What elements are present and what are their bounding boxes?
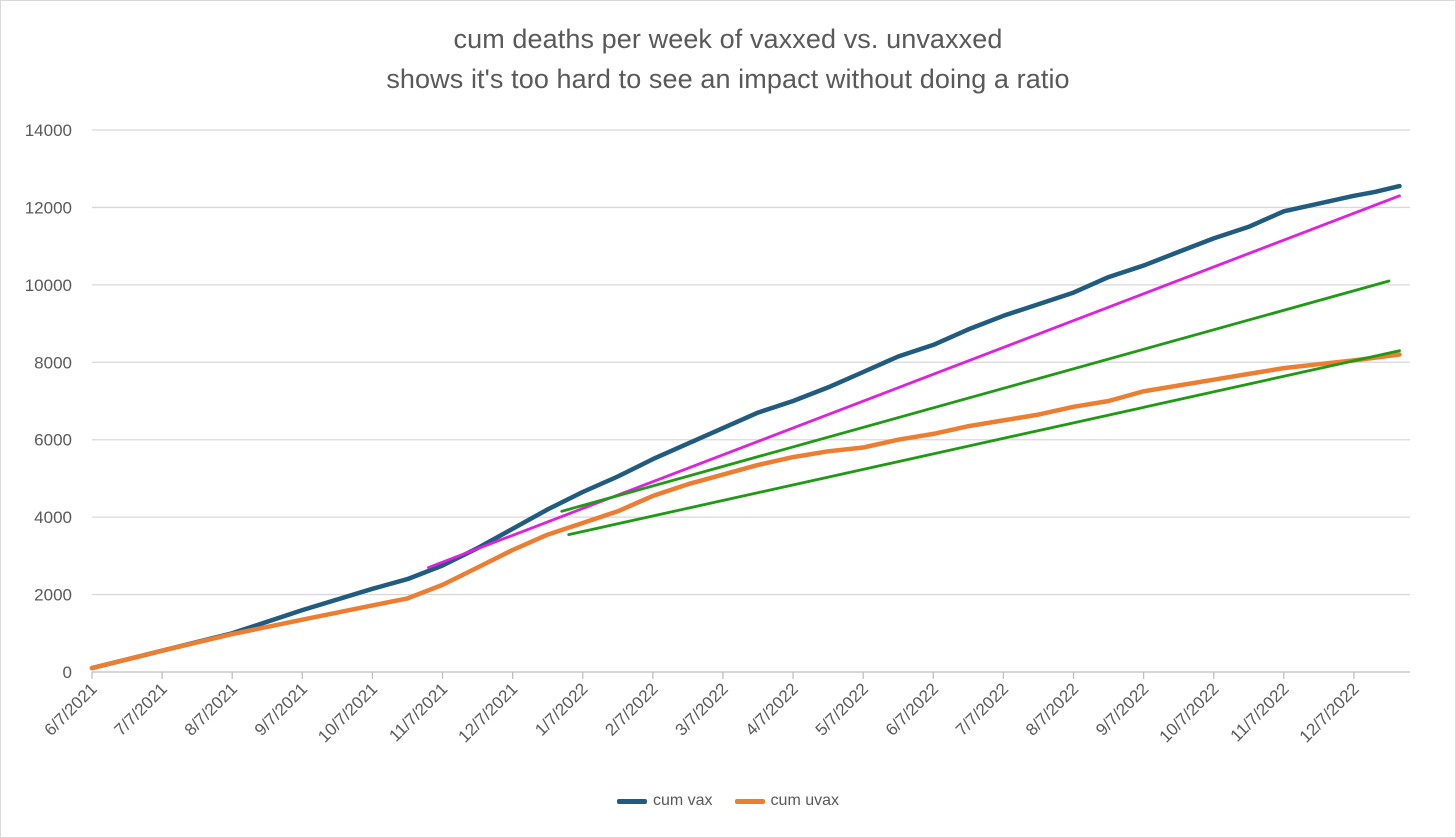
x-tick-label: 2/7/2022 — [601, 679, 661, 739]
y-tick-label: 8000 — [34, 353, 72, 372]
trend-green-lower — [567, 349, 1401, 536]
x-tick-label: 11/7/2021 — [385, 679, 451, 745]
y-tick-label: 2000 — [34, 586, 72, 605]
x-tick-label: 4/7/2022 — [742, 679, 802, 739]
y-tick-label: 10000 — [25, 276, 72, 295]
legend: cum vax cum uvax — [0, 792, 1456, 810]
y-tick-label: 6000 — [34, 431, 72, 450]
legend-item-cum-vax: cum vax — [616, 792, 713, 810]
x-tick-label: 6/7/2022 — [882, 679, 942, 739]
x-tick-label: 9/7/2021 — [251, 679, 311, 739]
legend-label-cum-vax: cum vax — [652, 792, 713, 809]
x-tick-label: 8/7/2021 — [181, 679, 241, 739]
x-tick-label: 8/7/2022 — [1022, 679, 1082, 739]
y-tick-label: 0 — [63, 663, 72, 682]
y-tick-label: 12000 — [25, 198, 72, 217]
x-tick-label: 12/7/2022 — [1296, 679, 1363, 746]
x-tick-label: 6/7/2021 — [41, 679, 101, 739]
series-line-cum-vax — [89, 183, 1402, 671]
x-tick-label: 9/7/2022 — [1092, 679, 1152, 739]
chart-title-line1: cum deaths per week of vaxxed vs. unvaxx… — [453, 24, 1003, 54]
trend-green-upper — [560, 279, 1391, 513]
x-tick-label: 5/7/2022 — [812, 679, 872, 739]
legend-item-cum-uvax: cum uvax — [734, 792, 840, 810]
x-tick-label: 7/7/2021 — [111, 679, 171, 739]
y-tick-label: 4000 — [34, 508, 72, 527]
legend-swatch-cum-vax — [616, 798, 647, 804]
legend-label-cum-uvax: cum uvax — [770, 792, 840, 809]
x-tick-label: 3/7/2022 — [672, 679, 732, 739]
x-tick-label: 12/7/2021 — [455, 679, 522, 746]
x-tick-label: 1/7/2022 — [531, 679, 591, 739]
legend-swatch-cum-uvax — [734, 798, 765, 804]
x-tick-label: 10/7/2021 — [314, 679, 381, 746]
x-tick-label: 10/7/2022 — [1156, 679, 1223, 746]
chart-title-line2: shows it's too hard to see an impact wit… — [386, 64, 1070, 94]
y-tick-label: 14000 — [25, 121, 72, 140]
x-tick-label: 7/7/2022 — [952, 679, 1012, 739]
series-line-cum-uvax — [89, 352, 1402, 671]
trend-magenta — [427, 194, 1401, 569]
x-tick-label: 11/7/2022 — [1227, 679, 1293, 745]
